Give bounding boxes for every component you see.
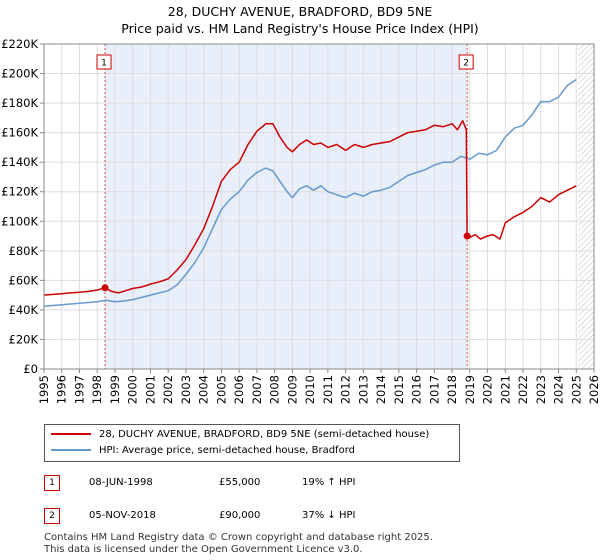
- y-tick-label: £120K: [1, 185, 38, 199]
- x-tick-label: 2023: [534, 375, 548, 404]
- sale-date: 08-JUN-1998: [89, 477, 153, 488]
- footer-copyright: Contains HM Land Registry data © Crown c…: [44, 532, 433, 543]
- legend-item-hpi: HPI: Average price, semi-detached house,…: [51, 443, 355, 459]
- y-tick-label: £220K: [1, 37, 38, 51]
- series-line-hpi: [43, 78, 577, 307]
- x-tick-label: 2000: [126, 375, 140, 404]
- x-tick-label: 2004: [197, 375, 211, 404]
- sale-hpi-diff: 19% ↑ HPI: [302, 477, 356, 488]
- sale-date: 05-NOV-2018: [89, 510, 156, 521]
- x-tick-label: 2024: [552, 375, 566, 404]
- x-tick-label: 2026: [587, 375, 600, 404]
- x-tick-label: 1997: [72, 375, 86, 404]
- future-hatch: [578, 44, 594, 369]
- x-tick-label: 2012: [339, 375, 353, 404]
- y-tick-label: £160K: [1, 126, 38, 140]
- x-tick-label: 2006: [232, 375, 246, 404]
- x-tick-label: 2016: [410, 375, 424, 404]
- legend-swatch-hpi: [51, 449, 91, 451]
- shaded-period: [105, 44, 468, 369]
- legend-item-property: 28, DUCHY AVENUE, BRADFORD, BD9 5NE (sem…: [51, 427, 429, 443]
- x-tick-label: 2018: [445, 375, 459, 404]
- x-tick-label: 2003: [179, 375, 193, 404]
- x-tick-label: 2009: [285, 375, 299, 404]
- y-tick-label: £0: [23, 362, 38, 376]
- y-tick-label: £20K: [9, 332, 39, 346]
- x-tick-label: 2007: [250, 375, 264, 404]
- sale-hpi-diff: 37% ↓ HPI: [302, 510, 356, 521]
- y-tick-label: £80K: [9, 244, 39, 258]
- sale-number-badge: 1: [44, 475, 60, 491]
- plot-frame: [43, 43, 595, 370]
- x-tick-label: 2011: [321, 375, 335, 404]
- x-tick-label: 1998: [90, 375, 104, 404]
- y-tick-label: £40K: [9, 303, 39, 317]
- sale-price: £90,000: [219, 510, 261, 521]
- sale-marker-label: 1: [101, 59, 107, 69]
- x-tick-label: 2017: [427, 375, 441, 404]
- y-tick-label: £200K: [1, 67, 38, 81]
- x-tick-label: 2015: [392, 375, 406, 404]
- chart-legend: 28, DUCHY AVENUE, BRADFORD, BD9 5NE (sem…: [44, 424, 460, 462]
- x-tick-label: 2021: [498, 375, 512, 404]
- x-tick-label: 1996: [55, 375, 69, 404]
- x-tick-label: 2005: [214, 375, 228, 404]
- series-line-property: [43, 120, 577, 296]
- sale-point: [101, 284, 109, 292]
- footer-licence: This data is licensed under the Open Gov…: [44, 544, 363, 555]
- sale-number-badge: 2: [44, 508, 60, 524]
- y-tick-label: £180K: [1, 96, 38, 110]
- price-chart: 1 2 £0 £20K £40K £60K £80K £100K £120K £140K £160…: [1, 37, 600, 404]
- x-tick-label: 2019: [463, 375, 477, 404]
- x-tick-label: 2002: [161, 375, 175, 404]
- x-tick-label: 2025: [569, 375, 583, 404]
- legend-label-hpi: HPI: Average price, semi-detached house,…: [99, 445, 355, 456]
- y-tick-label: £140K: [1, 155, 38, 169]
- x-tick-label: 2013: [356, 375, 370, 404]
- legend-swatch-property: [51, 433, 91, 435]
- x-tick-label: 2008: [268, 375, 282, 404]
- x-tick-label: 1999: [108, 375, 122, 404]
- y-tick-label: £100K: [1, 214, 38, 228]
- x-tick-label: 1995: [37, 375, 51, 404]
- sale-point: [463, 232, 471, 240]
- sale-marker-box: [96, 54, 112, 70]
- x-tick-label: 2020: [481, 375, 495, 404]
- chart-subtitle: Price paid vs. HM Land Registry's House …: [121, 21, 479, 36]
- sale-marker-label: 2: [463, 59, 469, 69]
- x-tick-label: 2014: [374, 375, 388, 404]
- legend-label-property: 28, DUCHY AVENUE, BRADFORD, BD9 5NE (sem…: [99, 429, 430, 440]
- x-tick-label: 2022: [516, 375, 530, 404]
- sale-price: £55,000: [219, 477, 261, 488]
- x-tick-label: 2010: [303, 375, 317, 404]
- x-tick-label: 2001: [143, 375, 157, 404]
- chart-title: 28, DUCHY AVENUE, BRADFORD, BD9 5NE: [167, 4, 433, 19]
- sale-marker-box: [458, 54, 474, 70]
- y-tick-label: £60K: [9, 273, 39, 287]
